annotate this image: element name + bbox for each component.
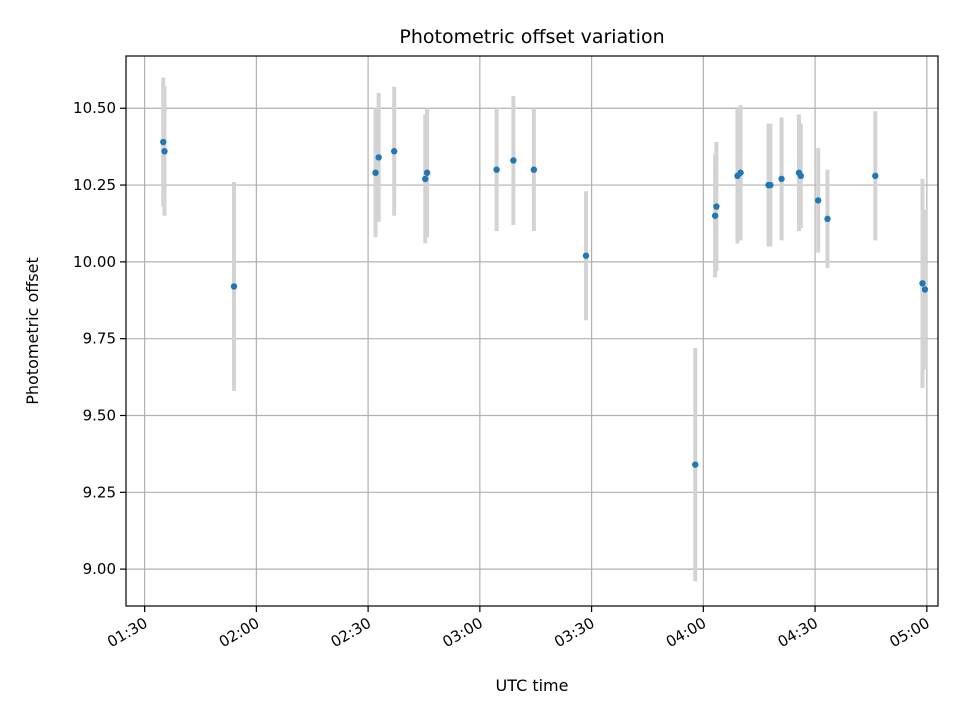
- data-point: [692, 461, 699, 468]
- x-tick-label: 02:30: [328, 614, 374, 651]
- data-point: [778, 175, 785, 183]
- x-tick-label: 02:00: [216, 614, 262, 651]
- y-tick-label: 10.00: [73, 253, 116, 271]
- data-points: [160, 138, 929, 468]
- data-point: [375, 154, 382, 161]
- data-point: [390, 148, 398, 155]
- x-tick-label: 05:00: [886, 614, 932, 651]
- plot-frame: [125, 55, 939, 607]
- error-bars: [161, 77, 927, 582]
- y-tick-label: 10.50: [73, 99, 116, 117]
- data-point: [713, 203, 720, 210]
- data-point: [422, 175, 429, 183]
- x-tick-label: 01:30: [104, 614, 150, 651]
- y-tick-label: 9.75: [83, 330, 116, 348]
- data-point: [711, 212, 719, 219]
- y-tick-label: 9.25: [83, 483, 116, 501]
- x-tick-label: 03:00: [439, 614, 485, 651]
- data-point: [493, 166, 500, 173]
- y-tick-label: 10.25: [73, 176, 116, 194]
- data-point: [372, 169, 379, 176]
- data-point: [530, 166, 538, 173]
- x-axis-ticks: 01:30 02:00 02:30 03:00 03:30 04:00 04:30 05:00: [104, 606, 933, 651]
- data-point: [582, 252, 590, 259]
- data-point: [737, 169, 744, 176]
- data-point: [921, 286, 929, 293]
- data-point: [230, 283, 238, 290]
- x-tick-label: 03:30: [551, 614, 597, 651]
- x-axis-title: UTC time: [496, 676, 569, 695]
- y-tick-label: 9.50: [83, 406, 116, 424]
- data-point: [510, 157, 517, 164]
- data-point: [919, 280, 926, 287]
- y-axis-title: Photometric offset: [23, 257, 42, 405]
- data-point: [797, 172, 805, 180]
- x-tick-label: 04:00: [663, 614, 709, 651]
- data-point: [423, 169, 431, 176]
- data-point: [767, 181, 774, 189]
- data-point: [161, 148, 168, 155]
- data-point: [814, 197, 822, 204]
- y-axis-ticks: 9.00 9.25 9.50 9.75 10.00 10.25 10.50: [73, 99, 126, 578]
- data-point: [160, 138, 167, 146]
- data-point: [824, 215, 831, 223]
- x-tick-label: 04:30: [775, 614, 821, 651]
- y-tick-label: 9.00: [83, 560, 116, 578]
- chart-title: Photometric offset variation: [399, 26, 664, 48]
- data-point: [872, 172, 879, 180]
